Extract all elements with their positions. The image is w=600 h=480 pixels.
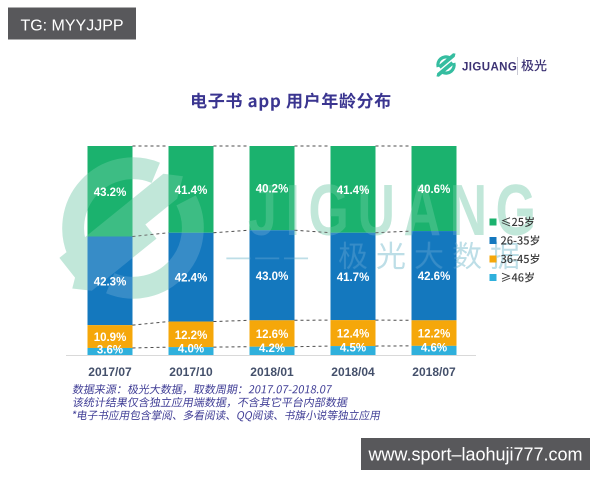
svg-text:42.4%: 42.4% bbox=[175, 273, 208, 285]
svg-text:www.sport–laohuji777.com: www.sport–laohuji777.com bbox=[367, 445, 582, 465]
svg-text:42.3%: 42.3% bbox=[94, 276, 127, 288]
svg-text:43.2%: 43.2% bbox=[94, 187, 127, 199]
svg-text:4.5%: 4.5% bbox=[340, 342, 366, 354]
svg-text:3.6%: 3.6% bbox=[97, 344, 123, 356]
svg-text:12.4%: 12.4% bbox=[337, 329, 370, 341]
svg-text:41.4%: 41.4% bbox=[175, 185, 208, 197]
svg-text:12.6%: 12.6% bbox=[256, 329, 289, 341]
svg-text:4.6%: 4.6% bbox=[421, 342, 447, 354]
svg-text:2018/01: 2018/01 bbox=[250, 365, 294, 379]
svg-text:40.6%: 40.6% bbox=[418, 184, 451, 196]
svg-text:43.0%: 43.0% bbox=[256, 271, 289, 283]
svg-text:TG: MYYJJPP: TG: MYYJJPP bbox=[20, 18, 123, 35]
svg-text:12.2%: 12.2% bbox=[418, 329, 451, 341]
svg-text:2017/07: 2017/07 bbox=[88, 365, 132, 379]
svg-text:40.2%: 40.2% bbox=[256, 184, 289, 196]
svg-text:12.2%: 12.2% bbox=[175, 330, 208, 342]
svg-text:10.9%: 10.9% bbox=[94, 332, 127, 344]
svg-text:JIGUANG: JIGUANG bbox=[462, 62, 517, 74]
svg-text:41.7%: 41.7% bbox=[337, 272, 370, 284]
svg-text:4.2%: 4.2% bbox=[259, 343, 285, 355]
svg-text:41.4%: 41.4% bbox=[337, 185, 370, 197]
svg-text:2018/07: 2018/07 bbox=[412, 365, 456, 379]
svg-text:2017/10: 2017/10 bbox=[169, 365, 213, 379]
svg-text:42.6%: 42.6% bbox=[418, 271, 451, 283]
svg-text:4.0%: 4.0% bbox=[178, 344, 204, 356]
svg-text:JIGUANG: JIGUANG bbox=[248, 171, 545, 251]
svg-text:JIGUANG: JIGUANG bbox=[248, 171, 545, 251]
svg-text:2018/04: 2018/04 bbox=[331, 365, 375, 379]
